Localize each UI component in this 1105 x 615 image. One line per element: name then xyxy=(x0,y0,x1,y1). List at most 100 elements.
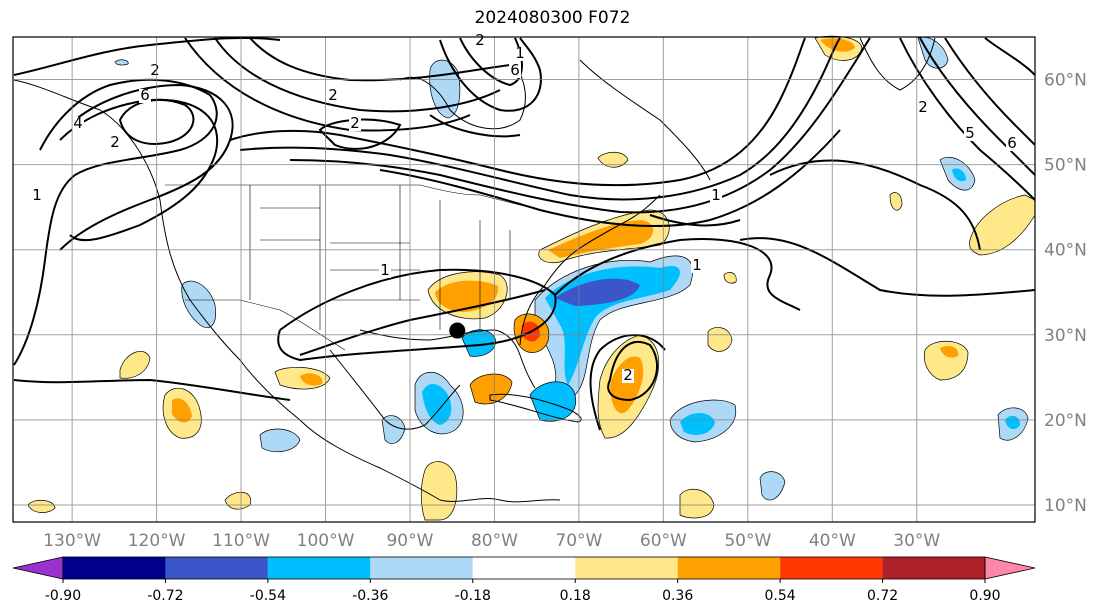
contour-line xyxy=(13,378,291,401)
colorbar-segment xyxy=(575,557,678,579)
contour-label-bg xyxy=(514,47,526,61)
contour-label: 1 xyxy=(32,186,42,204)
longitude-labels: 130°W 120°W 110°W 100°W 90°W 80°W 70°W 60°W 50°W… xyxy=(43,531,940,551)
positive-anomaly-area xyxy=(420,461,458,521)
contour-label-bg xyxy=(379,264,391,278)
colorbar-segment xyxy=(677,557,781,579)
contour-label: 1 xyxy=(692,256,702,274)
positive-anomaly-area xyxy=(224,492,252,510)
lon-tick-label: 80°W xyxy=(471,531,518,551)
colorbar-extend-low xyxy=(12,556,64,580)
contour-label-bg xyxy=(31,189,43,203)
colorbar-frame xyxy=(62,556,986,580)
contour-label-bg xyxy=(1006,137,1018,151)
positive-anomaly-area xyxy=(723,272,737,284)
contour-label-bg xyxy=(349,117,361,131)
contour-label: 2 xyxy=(150,61,160,79)
lon-tick-label: 110°W xyxy=(212,531,270,551)
contour-line xyxy=(739,237,1036,297)
contour-label: 6 xyxy=(1007,134,1017,152)
contour-label: 2 xyxy=(328,86,338,104)
contour-label: 1 xyxy=(515,44,525,62)
colorbar-tick-label: 0.36 xyxy=(662,588,693,604)
contour-line xyxy=(919,37,1036,176)
colorbar-tick-label: 0.90 xyxy=(969,588,1000,604)
contour-label: 2 xyxy=(350,114,360,132)
gridlines xyxy=(13,37,1035,522)
negative-anomaly-area xyxy=(759,471,786,501)
mexico-coast xyxy=(329,349,461,430)
contour-line xyxy=(589,334,666,431)
contour-label-bg xyxy=(72,117,84,131)
negative-anomaly-area xyxy=(422,384,452,425)
positive-anomaly-area xyxy=(707,327,733,352)
negative-anomaly-area xyxy=(1005,415,1020,430)
lat-tick-label: 40°N xyxy=(1044,241,1087,261)
negative-anomaly-area xyxy=(952,168,966,182)
labrador xyxy=(579,59,711,181)
contour-label-bg xyxy=(964,127,976,141)
north-america-west-coast xyxy=(13,79,441,501)
colorbar: -0.90 -0.72 -0.54 -0.36 -0.18 0.18 0.36 0.54 0.7… xyxy=(12,556,1036,604)
contour-label: 6 xyxy=(140,86,150,104)
location-marker xyxy=(449,322,466,339)
lon-tick-label: 70°W xyxy=(555,531,602,551)
contour-line xyxy=(554,238,801,311)
positive-anomaly-area xyxy=(119,350,151,379)
contour-label: 1 xyxy=(711,186,721,204)
negative-anomaly-area xyxy=(259,428,301,453)
lon-tick-label: 100°W xyxy=(297,531,355,551)
lat-tick-label: 10°N xyxy=(1044,496,1087,516)
contour-line xyxy=(429,114,741,227)
contour-label: 2 xyxy=(623,366,633,384)
contour-line xyxy=(899,37,1036,201)
positive-anomaly-area xyxy=(469,373,513,405)
contour-line xyxy=(607,340,659,402)
negative-anomaly-area xyxy=(529,381,577,422)
contour-label-bg xyxy=(622,369,634,383)
colorbar-segment xyxy=(370,557,473,579)
lat-tick-label: 50°N xyxy=(1044,156,1087,176)
contour-label: 2 xyxy=(110,133,120,151)
positive-anomaly-area xyxy=(548,220,654,258)
us-canada-border xyxy=(165,184,541,211)
colorbar-segment xyxy=(780,557,883,579)
contour-line xyxy=(59,83,234,251)
contour-lines xyxy=(13,36,1036,431)
contour-line xyxy=(439,37,542,112)
atlantic-coast xyxy=(519,194,661,346)
contour-line xyxy=(379,129,841,228)
contour-label: 1 xyxy=(380,261,390,279)
colorbar-tick-label: -0.72 xyxy=(147,588,183,604)
positive-anomaly-area xyxy=(300,373,323,386)
contour-label-bg xyxy=(917,101,929,115)
contour-line xyxy=(239,37,841,201)
contour-label-bg xyxy=(149,64,161,78)
contour-line xyxy=(184,37,471,132)
hudson-bay xyxy=(399,64,526,130)
lon-tick-label: 120°W xyxy=(128,531,186,551)
positive-anomaly-area xyxy=(820,38,855,52)
contour-line xyxy=(984,37,1036,76)
us-mexico-border xyxy=(185,299,346,351)
lon-tick-label: 60°W xyxy=(640,531,687,551)
colorbar-segment xyxy=(63,557,166,579)
map-frame xyxy=(12,36,1036,523)
contour-line xyxy=(229,37,806,187)
contour-line xyxy=(944,37,1036,146)
positive-anomaly-area xyxy=(679,488,715,519)
latitude-labels: 60°N 50°N 40°N 30°N 20°N 10°N xyxy=(1044,71,1087,516)
greenland xyxy=(859,37,936,91)
contour-label-bg xyxy=(509,64,521,78)
contour-line xyxy=(13,36,281,76)
positive-anomaly-area xyxy=(889,192,903,211)
colorbar-tick-label: -0.18 xyxy=(455,588,491,604)
positive-anomaly-area xyxy=(597,151,629,168)
state-lines xyxy=(249,185,511,330)
contour-line xyxy=(13,78,218,366)
contour-label: 5 xyxy=(965,124,975,142)
contour-label-bg xyxy=(139,89,151,103)
coastlines xyxy=(13,37,936,503)
colorbar-extend-high xyxy=(984,556,1036,580)
